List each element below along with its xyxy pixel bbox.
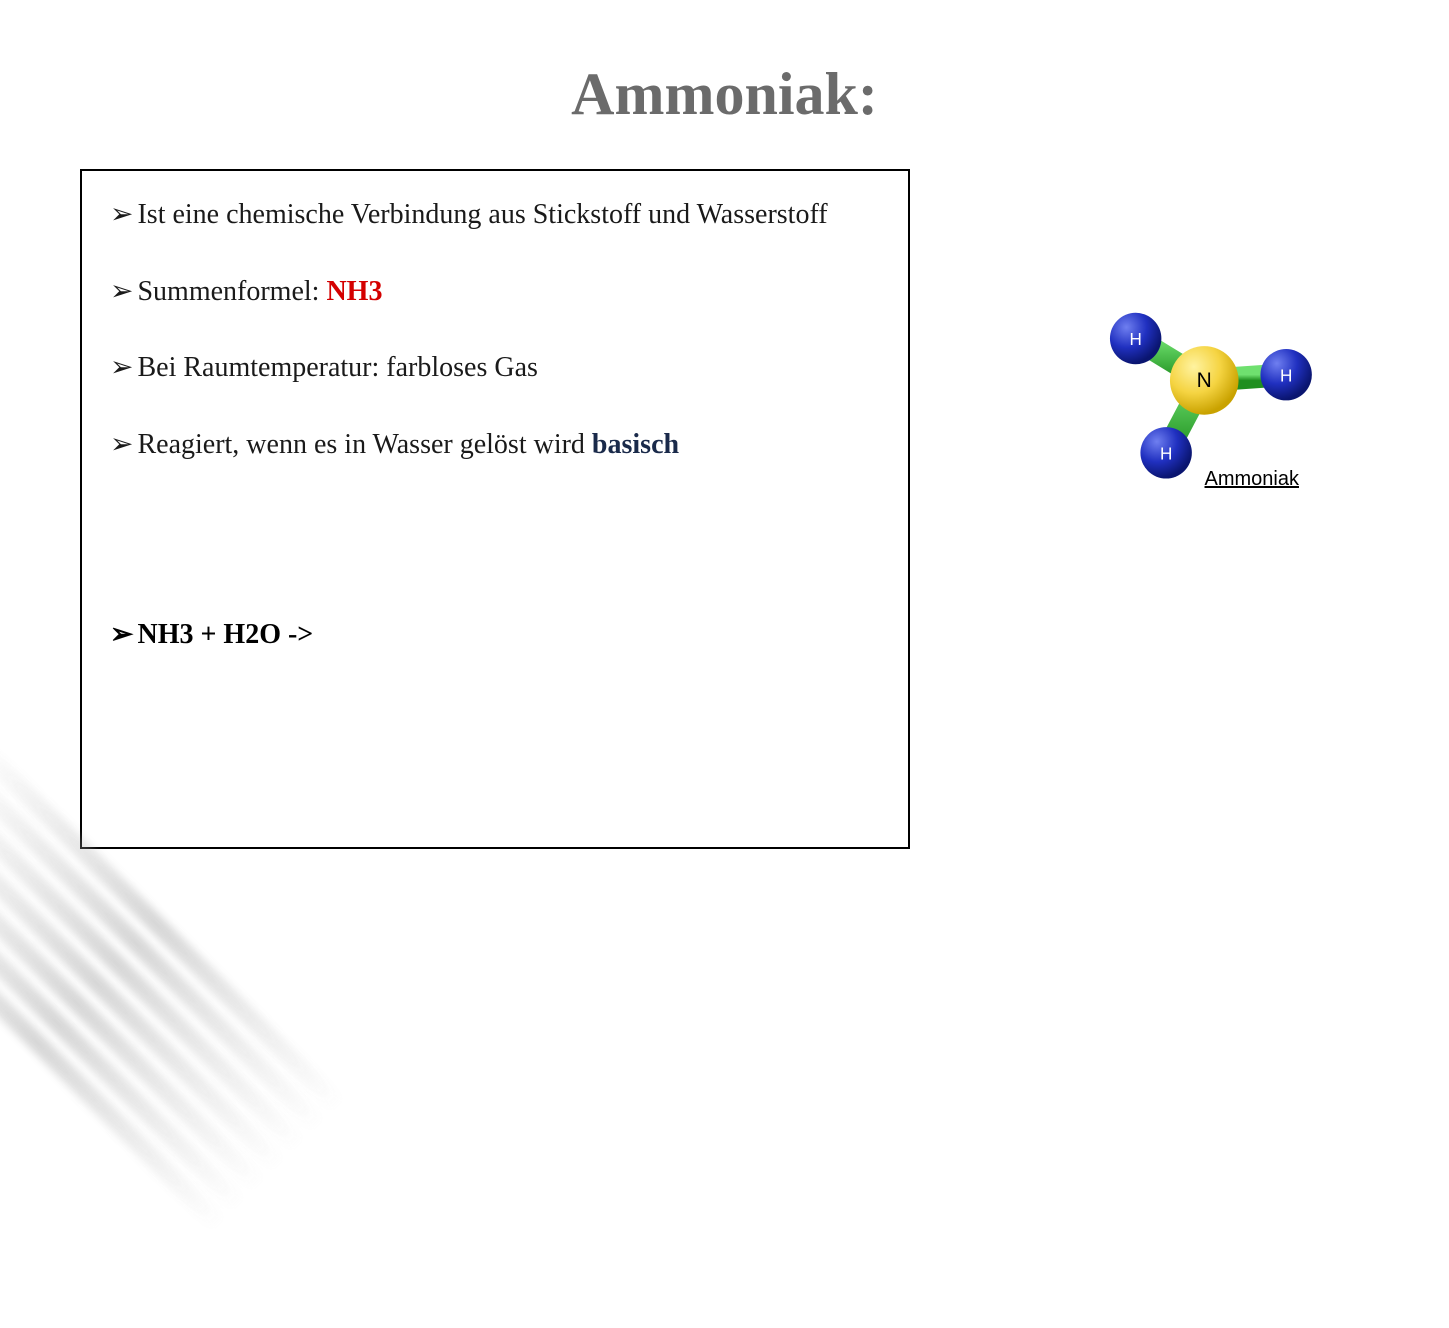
bullet-arrow-icon: ➢ [110,195,133,234]
atom-label-h2: H [1280,365,1292,385]
bullet-4-text: Reagiert, wenn es in Wasser gelöst wird … [137,425,679,466]
bullet-2-pre: Summenformel: [137,276,326,307]
atom-label-h3: H [1160,443,1172,463]
bullet-arrow-icon: ➢ [110,272,133,311]
bullet-3-text: Bei Raumtemperatur: farbloses Gas [137,348,537,389]
bullet-2: ➢ Summenformel: NH3 [110,272,880,313]
bullet-arrow-icon: ➢ [110,348,133,387]
molecule-figure: N H H H Ammoniak [1089,289,1329,491]
atom-label-h1: H [1129,329,1141,349]
bullet-4-bold: basisch [592,429,679,460]
ammonia-molecule-icon: N H H H [1099,289,1319,489]
bullet-4: ➢ Reagiert, wenn es in Wasser gelöst wir… [110,425,880,466]
bullet-2-text: Summenformel: NH3 [137,272,382,313]
slide-container: Ammoniak: ➢ Ist eine chemische Verbindun… [0,0,1449,1080]
bullet-4-pre: Reagiert, wenn es in Wasser gelöst wird [137,429,591,460]
bullet-arrow-icon: ➢ [110,425,133,464]
bullet-3: ➢ Bei Raumtemperatur: farbloses Gas [110,348,880,389]
bullet-equation: ➢ NH3 + H2O -> [110,615,880,656]
bullet-1-text: Ist eine chemische Verbindung aus Sticks… [137,195,827,236]
bullet-2-formula: NH3 [326,276,382,307]
atom-label-n: N [1197,369,1212,392]
page-title: Ammoniak: [60,60,1389,129]
bullet-1: ➢ Ist eine chemische Verbindung aus Stic… [110,195,880,236]
